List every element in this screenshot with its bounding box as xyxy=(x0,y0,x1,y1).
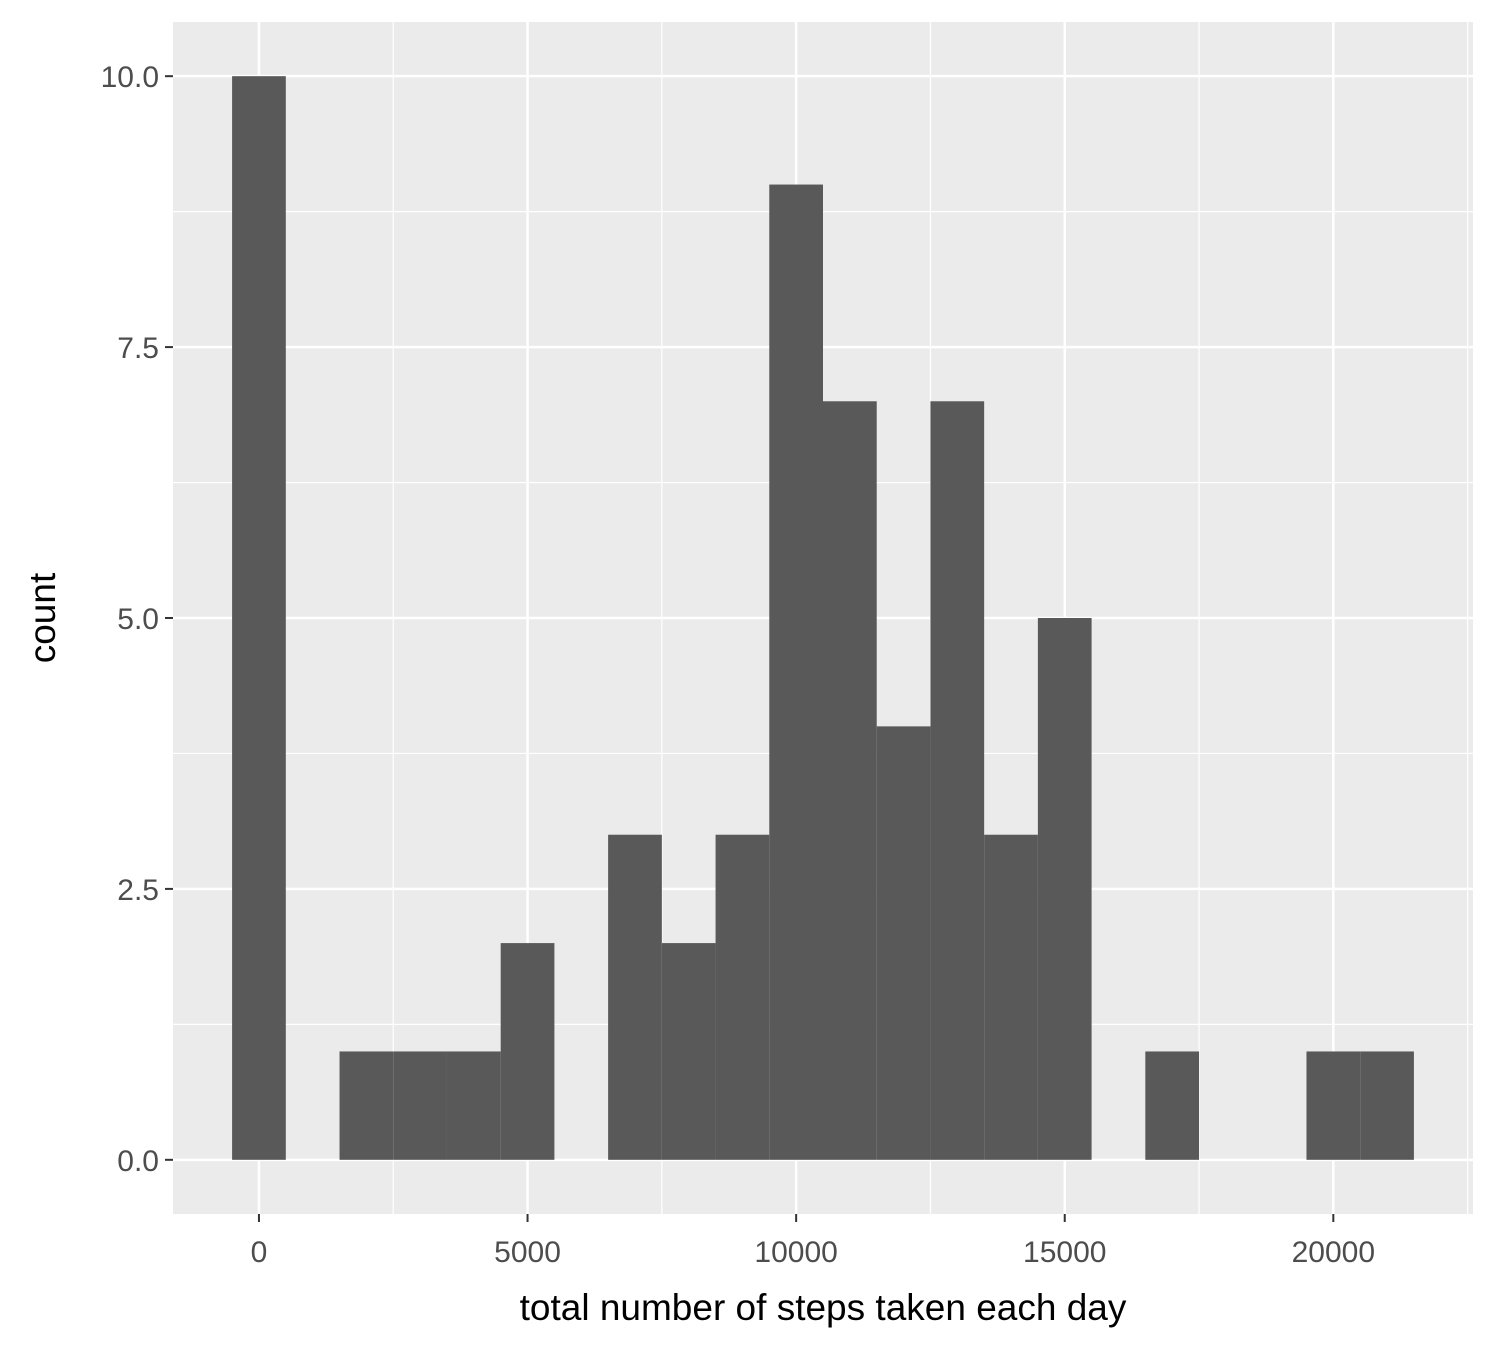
histogram-bar xyxy=(661,943,716,1160)
histogram-bars xyxy=(232,76,1414,1160)
x-axis: 0 5000 10000 15000 20000 xyxy=(251,1214,1375,1269)
y-axis-title: count xyxy=(22,572,63,663)
x-tick-label: 0 xyxy=(251,1236,268,1269)
histogram-bar xyxy=(930,401,985,1160)
histogram-bar xyxy=(876,726,931,1160)
y-tick-label: 10.0 xyxy=(101,61,159,94)
histogram-bar xyxy=(232,76,286,1160)
histogram-bar xyxy=(500,943,555,1160)
histogram-bar xyxy=(393,1051,447,1160)
y-tick-label: 7.5 xyxy=(117,332,159,365)
histogram-bar xyxy=(1037,618,1092,1160)
histogram-bar xyxy=(339,1051,394,1160)
y-tick-label: 2.5 xyxy=(117,874,159,907)
x-tick-label: 20000 xyxy=(1292,1236,1375,1269)
histogram-bar xyxy=(446,1051,501,1160)
histogram-bar xyxy=(715,834,770,1160)
y-axis: 0.0 2.5 5.0 7.5 10.0 xyxy=(101,61,173,1178)
histogram-bar xyxy=(1306,1051,1361,1160)
x-tick-label: 10000 xyxy=(754,1236,837,1269)
x-tick-label: 15000 xyxy=(1023,1236,1106,1269)
x-axis-title: total number of steps taken each day xyxy=(520,1287,1127,1328)
y-tick-label: 0.0 xyxy=(117,1145,159,1178)
histogram-bar xyxy=(769,184,823,1160)
histogram-bar xyxy=(823,401,877,1160)
histogram-bar xyxy=(1360,1051,1414,1160)
histogram-bar xyxy=(984,834,1038,1160)
y-tick-label: 5.0 xyxy=(117,603,159,636)
histogram-bar xyxy=(608,834,662,1160)
histogram-bar xyxy=(1145,1051,1200,1160)
x-tick-label: 5000 xyxy=(494,1236,561,1269)
